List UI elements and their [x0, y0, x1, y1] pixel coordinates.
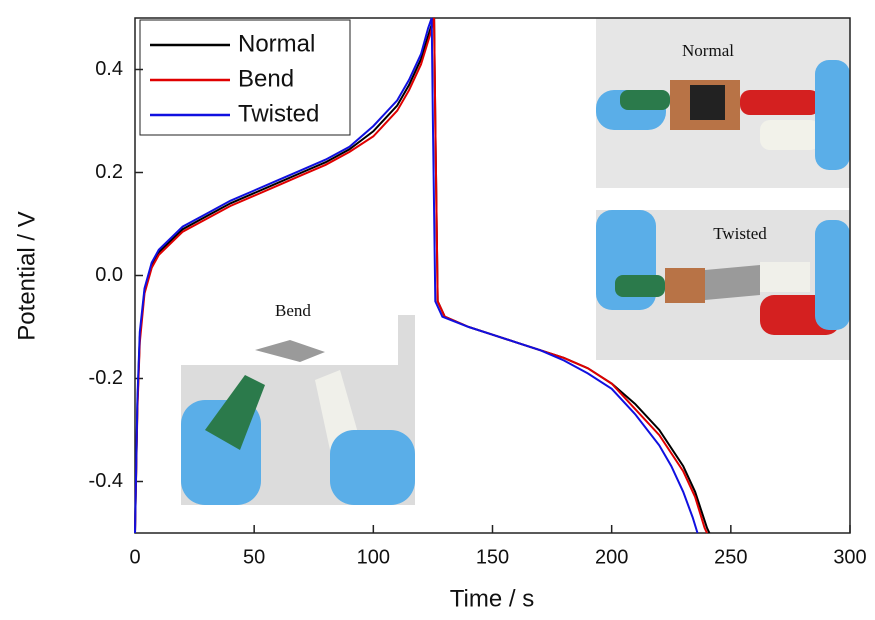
photo-normal: [596, 18, 850, 188]
x-tick-label: 250: [714, 546, 747, 568]
series-line: [134, 17, 699, 534]
series-line: [134, 17, 708, 534]
x-tick-label: 150: [476, 546, 509, 568]
photo-label: Twisted: [713, 224, 767, 243]
y-tick-label: -0.4: [89, 470, 123, 492]
x-tick-label: 100: [357, 546, 390, 568]
photo-label: Normal: [682, 41, 734, 60]
photo-twisted: [596, 210, 850, 360]
x-tick-label: 0: [129, 546, 140, 568]
x-tick-label: 200: [595, 546, 628, 568]
legend-label: Twisted: [238, 100, 319, 127]
photo-label: Bend: [275, 301, 311, 320]
y-tick-label: 0.0: [95, 264, 123, 286]
photo-bend: [181, 315, 415, 505]
y-tick-label: 0.4: [95, 58, 123, 80]
legend-label: Bend: [238, 65, 294, 92]
legend-label: Normal: [238, 30, 315, 57]
y-tick-label: -0.2: [89, 367, 123, 389]
x-tick-label: 50: [243, 546, 265, 568]
x-tick-label: 300: [833, 546, 866, 568]
y-tick-label: 0.2: [95, 161, 123, 183]
y-axis-label: Potential / V: [13, 211, 40, 340]
x-axis-label: Time / s: [450, 585, 534, 612]
